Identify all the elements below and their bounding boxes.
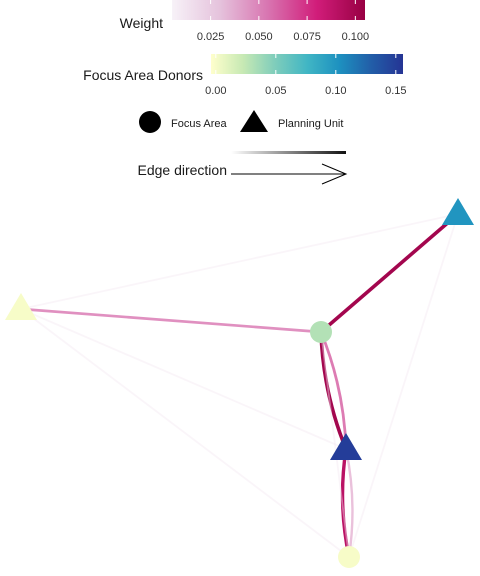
edge-direction-legend: Edge direction bbox=[137, 151, 348, 185]
edge-focus-area-bottom-to-planning-unit-center bbox=[344, 447, 354, 559]
edge-focus-area-center-to-focus-area-bottom bbox=[320, 331, 350, 558]
edge-direction-arrowhead-icon bbox=[321, 163, 348, 185]
edge-planning-unit-left-to-planning-unit-center bbox=[20, 308, 347, 450]
weight-legend-title: Weight bbox=[120, 15, 163, 31]
weight-colorbar-ticks: 0.025 0.050 0.075 0.100 bbox=[197, 0, 369, 43]
edge-planning-unit-top-right-to-planning-unit-left bbox=[20, 213, 459, 310]
network-nodes bbox=[5, 198, 474, 568]
donors-legend: Focus Area Donors 0.00 0.05 0.10 0.15 bbox=[83, 54, 407, 97]
edge-planning-unit-top-right-to-focus-area-center bbox=[319, 212, 460, 334]
planning-unit-key-label: Planning Unit bbox=[278, 118, 343, 130]
edge-planning-unit-center-to-focus-area-bottom bbox=[340, 447, 351, 559]
focus-area-key-icon bbox=[139, 111, 161, 133]
weight-tick-label: 0.025 bbox=[197, 31, 225, 43]
node-planning-unit-top-right bbox=[442, 198, 474, 225]
edge-gradient-bar bbox=[231, 151, 346, 154]
weight-legend: Weight 0.025 0.050 0.075 0.100 bbox=[120, 0, 369, 43]
donors-colorbar bbox=[211, 54, 403, 74]
weight-tick-label: 0.075 bbox=[293, 31, 321, 43]
weight-tick-label: 0.100 bbox=[342, 31, 370, 43]
donors-tick-label: 0.10 bbox=[325, 85, 346, 97]
node-planning-unit-center bbox=[330, 433, 362, 460]
weight-tick-label: 0.050 bbox=[245, 31, 273, 43]
edge-focus-area-center-to-planning-unit-center bbox=[319, 330, 348, 451]
donors-tick-label: 0.00 bbox=[205, 85, 226, 97]
network-edges bbox=[19, 212, 460, 559]
node-planning-unit-left bbox=[5, 293, 37, 320]
donors-colorbar-ticks: 0.00 0.05 0.10 0.15 bbox=[205, 54, 407, 97]
edge-planning-unit-top-right-to-focus-area-bottom bbox=[348, 213, 459, 558]
edge-planning-unit-left-to-focus-area-bottom bbox=[20, 308, 350, 558]
node-focus-area-center bbox=[310, 321, 332, 343]
donors-legend-title: Focus Area Donors bbox=[83, 67, 203, 83]
planning-unit-key-icon bbox=[240, 110, 268, 132]
focus-area-key-label: Focus Area bbox=[171, 118, 228, 130]
donors-tick-label: 0.05 bbox=[265, 85, 286, 97]
weight-colorbar bbox=[172, 0, 365, 20]
node-focus-area-bottom bbox=[338, 546, 360, 568]
edge-direction-title: Edge direction bbox=[137, 162, 227, 178]
donors-tick-label: 0.15 bbox=[385, 85, 406, 97]
shape-legend: Focus Area Planning Unit bbox=[139, 110, 343, 133]
edge-planning-unit-left-to-focus-area-center bbox=[19, 307, 323, 334]
